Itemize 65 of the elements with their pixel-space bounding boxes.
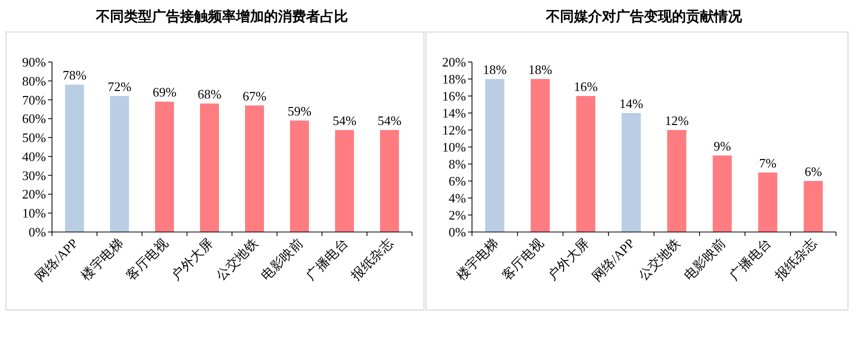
y-tick-label: 50% xyxy=(22,130,46,146)
bar xyxy=(530,79,550,232)
bar xyxy=(622,113,641,232)
x-tick-label: 客厅电视 xyxy=(123,236,171,283)
data-label: 72% xyxy=(108,79,132,94)
x-tick-label: 户外大屏 xyxy=(544,236,592,283)
y-tick-label: 4% xyxy=(448,190,466,206)
x-tick-label: 电影映前 xyxy=(680,236,728,283)
x-tick-label: 公交地铁 xyxy=(213,236,261,283)
y-tick-label: 12% xyxy=(442,122,466,138)
bar xyxy=(335,130,354,232)
data-label: 18% xyxy=(528,62,552,77)
y-tick-label: 20% xyxy=(442,54,466,70)
bar xyxy=(110,96,129,232)
data-label: 7% xyxy=(759,156,777,170)
data-label: 68% xyxy=(198,86,222,102)
data-label: 54% xyxy=(378,113,402,128)
bar xyxy=(758,172,778,232)
data-label: 78% xyxy=(62,68,87,83)
bar xyxy=(712,156,732,232)
y-tick-label: 10% xyxy=(22,206,46,221)
y-tick-label: 80% xyxy=(22,73,46,88)
data-label: 18% xyxy=(482,62,507,77)
y-tick-label: 18% xyxy=(442,72,466,86)
chart-title: 不同媒介对广告变现的贡献情况 xyxy=(545,8,743,25)
bar xyxy=(65,84,84,232)
y-tick-label: 10% xyxy=(442,140,466,154)
y-tick-label: 2% xyxy=(448,208,466,222)
data-label: 59% xyxy=(288,104,312,119)
x-tick-label: 电影映前 xyxy=(258,236,306,283)
data-label: 12% xyxy=(664,113,689,128)
bar xyxy=(576,96,596,232)
data-label: 69% xyxy=(152,84,177,100)
y-tick-label: 14% xyxy=(442,106,466,120)
y-tick-label: 0% xyxy=(28,224,46,240)
bar xyxy=(200,104,219,232)
y-tick-label: 16% xyxy=(442,88,466,104)
data-label: 54% xyxy=(332,113,357,128)
y-tick-label: 60% xyxy=(22,111,46,126)
y-tick-label: 30% xyxy=(22,168,46,183)
bar xyxy=(804,181,823,232)
x-tick-label: 客厅电视 xyxy=(498,236,546,283)
data-label: 67% xyxy=(242,88,267,104)
y-tick-label: 70% xyxy=(22,92,46,108)
x-tick-label: 楼宇电梯 xyxy=(78,236,126,283)
data-label: 14% xyxy=(619,96,644,111)
bar xyxy=(245,105,264,232)
y-tick-label: 6% xyxy=(448,174,466,188)
chart-title: 不同类型广告接触频率增加的消费者占比 xyxy=(95,8,348,25)
x-tick-label: 户外大屏 xyxy=(168,236,216,283)
bar xyxy=(155,102,174,232)
x-tick-label: 报纸杂志 xyxy=(771,236,820,284)
bar xyxy=(380,130,399,232)
bar xyxy=(667,130,686,232)
data-label: 6% xyxy=(804,164,822,179)
y-tick-label: 40% xyxy=(22,148,46,164)
bar xyxy=(485,79,504,232)
y-tick-label: 8% xyxy=(448,156,466,172)
y-tick-label: 20% xyxy=(22,186,46,202)
data-label: 16% xyxy=(574,79,598,94)
data-label: 9% xyxy=(714,138,732,154)
bar xyxy=(290,120,309,232)
y-tick-label: 90% xyxy=(22,54,46,70)
x-tick-label: 广播电台 xyxy=(726,236,774,283)
x-tick-label: 公交地铁 xyxy=(635,236,683,283)
